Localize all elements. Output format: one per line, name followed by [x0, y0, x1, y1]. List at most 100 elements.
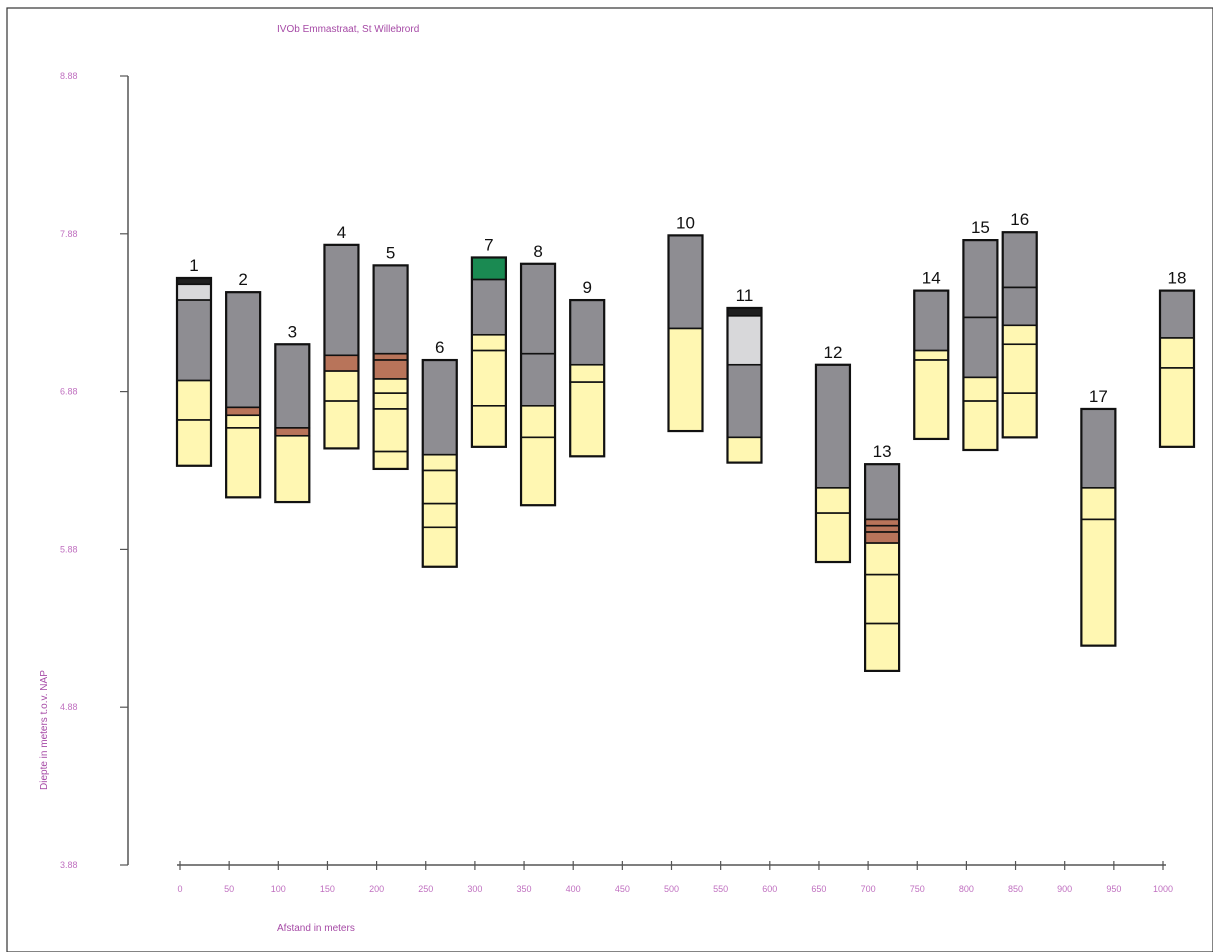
layer-peat	[372, 359, 409, 380]
layer-clay	[913, 289, 950, 352]
layer-sand	[962, 376, 999, 402]
x-tick-label: 1000	[1153, 884, 1173, 894]
borehole-9: 9	[569, 278, 606, 458]
borehole-outline	[1001, 231, 1038, 439]
layer-sand	[520, 436, 556, 507]
borehole-4: 4	[323, 223, 360, 450]
borehole-outline	[569, 298, 606, 458]
borehole-6: 6	[421, 338, 458, 568]
borehole-14: 14	[913, 269, 950, 441]
y-axis-label: Diepte in meters t.o.v. NAP	[39, 670, 50, 790]
borehole-label: 8	[533, 242, 542, 261]
borehole-label: 4	[337, 223, 346, 242]
layer-sand	[569, 381, 606, 458]
chart-title: IVOb Emmastraat, St Willebrord	[277, 24, 419, 35]
borehole-label: 11	[736, 286, 754, 305]
x-tick-label: 550	[713, 884, 728, 894]
layer-peat	[864, 524, 900, 533]
borehole-label: 16	[1010, 210, 1029, 229]
y-tick-label: 3.88	[60, 860, 78, 870]
borehole-11: 11	[726, 286, 763, 464]
layer-fill	[726, 315, 763, 366]
layer-fill	[176, 283, 212, 301]
borehole-outline	[913, 289, 950, 441]
layer-sand	[1001, 343, 1038, 394]
borehole-7: 7	[470, 235, 507, 448]
layer-clay	[421, 359, 458, 456]
layer-clay	[1159, 289, 1195, 339]
borehole-16: 16	[1001, 210, 1038, 439]
layer-sand	[225, 427, 261, 499]
borehole-label: 6	[435, 338, 444, 357]
y-tick-label: 4.88	[60, 702, 78, 712]
x-tick-label: 850	[1008, 884, 1023, 894]
borehole-label: 12	[823, 343, 842, 362]
borehole-15: 15	[962, 218, 999, 452]
borehole-label: 1	[189, 256, 198, 275]
borehole-outline	[175, 276, 213, 467]
borehole-outline	[372, 264, 409, 471]
y-axis: 8.88 7.88 6.88 5.88 4.88 3.88	[60, 71, 129, 870]
borehole-outline	[962, 239, 999, 452]
borehole-label: 9	[582, 278, 591, 297]
borehole-outline	[470, 256, 507, 448]
layer-sand	[471, 333, 507, 352]
borehole-8: 8	[519, 242, 557, 507]
layer-sand	[520, 405, 556, 439]
layer-sand	[372, 392, 409, 410]
borehole-label: 13	[873, 442, 892, 461]
x-tick-label: 800	[959, 884, 974, 894]
layer-peat	[274, 427, 311, 437]
borehole-outline	[1080, 407, 1117, 647]
x-tick-label: 250	[418, 884, 433, 894]
chart-border	[6, 7, 1213, 952]
borehole-2: 2	[225, 270, 262, 499]
layer-clay	[1001, 231, 1038, 289]
borehole-outline	[726, 306, 763, 464]
x-tick-label: 450	[615, 884, 630, 894]
borehole-label: 14	[922, 269, 941, 288]
x-tick-label: 200	[369, 884, 384, 894]
layer-grass	[471, 256, 507, 281]
layer-sand	[274, 434, 311, 503]
layer-sand	[421, 453, 458, 472]
layer-sand	[726, 436, 763, 464]
layer-sand	[176, 379, 212, 421]
layer-sand	[815, 512, 851, 563]
layer-sand	[913, 359, 950, 440]
layer-clay	[962, 239, 999, 319]
layer-peat	[323, 354, 360, 372]
layer-clay	[372, 264, 409, 355]
layer-sand	[225, 414, 261, 429]
layer-clay	[1080, 408, 1117, 489]
x-tick-label: 650	[811, 884, 826, 894]
borehole-outline	[225, 291, 262, 499]
layer-sand	[323, 400, 360, 450]
borehole-label: 10	[676, 213, 695, 232]
borehole-label: 17	[1089, 387, 1108, 406]
borehole-outline	[519, 262, 557, 507]
layer-sand	[372, 378, 409, 394]
layer-sand	[864, 573, 900, 625]
layer-sand	[471, 349, 507, 407]
x-tick-label: 400	[566, 884, 581, 894]
x-tick-label: 0	[177, 884, 182, 894]
layer-sand	[1001, 392, 1038, 439]
borehole-1: 1	[175, 256, 213, 467]
layer-sand	[667, 327, 704, 432]
layer-sand	[864, 542, 900, 576]
borehole-label: 2	[238, 270, 247, 289]
borehole-outline	[421, 358, 458, 568]
layer-sand	[569, 363, 606, 383]
layer-sand	[1001, 324, 1038, 346]
borehole-outline	[274, 343, 311, 504]
layer-sand	[1080, 518, 1117, 647]
x-tick-label: 600	[762, 884, 777, 894]
borehole-label: 3	[288, 322, 297, 341]
layer-sand	[421, 469, 458, 505]
x-tick-label: 150	[320, 884, 335, 894]
layer-clay	[176, 299, 212, 382]
borehole-18: 18	[1158, 269, 1196, 448]
x-tick-label: 50	[224, 884, 234, 894]
layer-sand	[372, 450, 409, 470]
